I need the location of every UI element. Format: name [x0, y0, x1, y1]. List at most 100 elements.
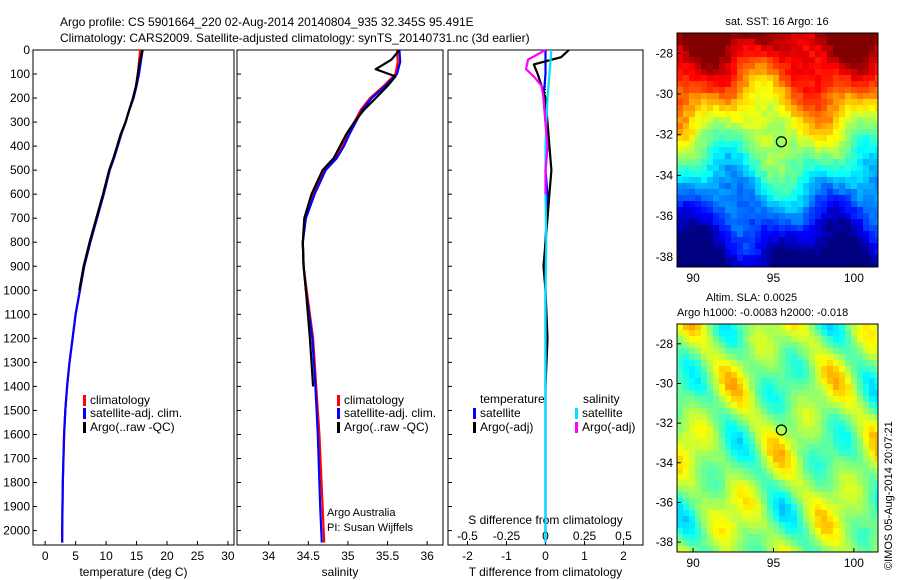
map-y-tick-label: -34	[656, 168, 674, 182]
map-cell	[773, 480, 779, 486]
map-cell	[827, 390, 833, 396]
map-cell	[719, 348, 725, 354]
map-cell	[725, 528, 731, 534]
map-cell	[821, 372, 827, 378]
map-cell	[803, 480, 809, 486]
map-cell	[815, 354, 821, 360]
map-cell	[779, 111, 785, 117]
map-cell	[875, 201, 878, 207]
map-cell	[845, 546, 851, 552]
map-cell	[719, 81, 725, 87]
map-cell	[731, 249, 737, 255]
map-cell	[863, 378, 869, 384]
map-cell	[689, 516, 695, 522]
map-cell	[701, 324, 707, 330]
map-cell	[791, 480, 797, 486]
map-cell	[863, 189, 869, 195]
map-cell	[839, 255, 845, 261]
x-tick-label: 0	[542, 549, 549, 563]
map-cell	[731, 183, 737, 189]
map-cell	[791, 99, 797, 105]
map-cell	[791, 492, 797, 498]
map-cell	[833, 231, 839, 237]
map-cell	[737, 141, 743, 147]
map-cell	[719, 402, 725, 408]
map-cell	[677, 456, 683, 462]
map-cell	[713, 45, 719, 51]
map-cell	[779, 546, 785, 552]
map-cell	[833, 330, 839, 336]
map-cell	[767, 510, 773, 516]
map-cell	[731, 165, 737, 171]
map-cell	[833, 348, 839, 354]
map-cell	[773, 177, 779, 183]
map-cell	[815, 432, 821, 438]
map-cell	[725, 237, 731, 243]
map-cell	[761, 57, 767, 63]
map-cell	[797, 63, 803, 69]
map-cell	[707, 117, 713, 123]
map-cell	[839, 165, 845, 171]
map-cell	[851, 105, 857, 111]
map-cell	[719, 63, 725, 69]
map-cell	[869, 534, 875, 540]
map-cell	[815, 546, 821, 552]
map-cell	[743, 414, 749, 420]
map-cell	[797, 195, 803, 201]
map-cell	[791, 237, 797, 243]
map-cell	[707, 360, 713, 366]
map-cell	[869, 75, 875, 81]
map-cell	[743, 324, 749, 330]
map-cell	[761, 255, 767, 261]
map-cell	[797, 177, 803, 183]
map-cell	[857, 546, 863, 552]
legend-swatch	[337, 408, 340, 419]
y-tick-label: 100	[10, 67, 30, 81]
map-cell	[821, 540, 827, 546]
map-cell	[743, 147, 749, 153]
map-cell	[713, 207, 719, 213]
map-cell	[869, 159, 875, 165]
map-cell	[803, 450, 809, 456]
map-cell	[761, 498, 767, 504]
map-cell	[809, 237, 815, 243]
map-cell	[701, 69, 707, 75]
map-cell	[791, 87, 797, 93]
map-cell	[869, 99, 875, 105]
map-cell	[773, 165, 779, 171]
map-cell	[797, 426, 803, 432]
map-cell	[695, 111, 701, 117]
legend-swatch	[575, 408, 578, 419]
map-cell	[731, 414, 737, 420]
map-cell	[707, 462, 713, 468]
map-cell	[869, 366, 875, 372]
map-cell	[857, 528, 863, 534]
map-cell	[821, 378, 827, 384]
map-cell	[821, 432, 827, 438]
map-cell	[875, 450, 878, 456]
map-cell	[689, 522, 695, 528]
map-cell	[695, 396, 701, 402]
map-cell	[749, 123, 755, 129]
map-cell	[737, 384, 743, 390]
map-cell	[833, 219, 839, 225]
map-cell	[755, 207, 761, 213]
map-cell	[725, 261, 731, 267]
map-cell	[737, 171, 743, 177]
map-cell	[833, 129, 839, 135]
map-cell	[863, 480, 869, 486]
map-cell	[875, 462, 878, 468]
map-cell	[875, 135, 878, 141]
map-cell	[845, 348, 851, 354]
map-cell	[773, 528, 779, 534]
map-cell	[845, 129, 851, 135]
legend-entry: Argo(-adj)	[582, 420, 635, 434]
map-cell	[851, 249, 857, 255]
map-cell	[785, 468, 791, 474]
map-cell	[857, 420, 863, 426]
map-cell	[827, 87, 833, 93]
map-cell	[773, 468, 779, 474]
map-cell	[689, 147, 695, 153]
map-cell	[767, 105, 773, 111]
